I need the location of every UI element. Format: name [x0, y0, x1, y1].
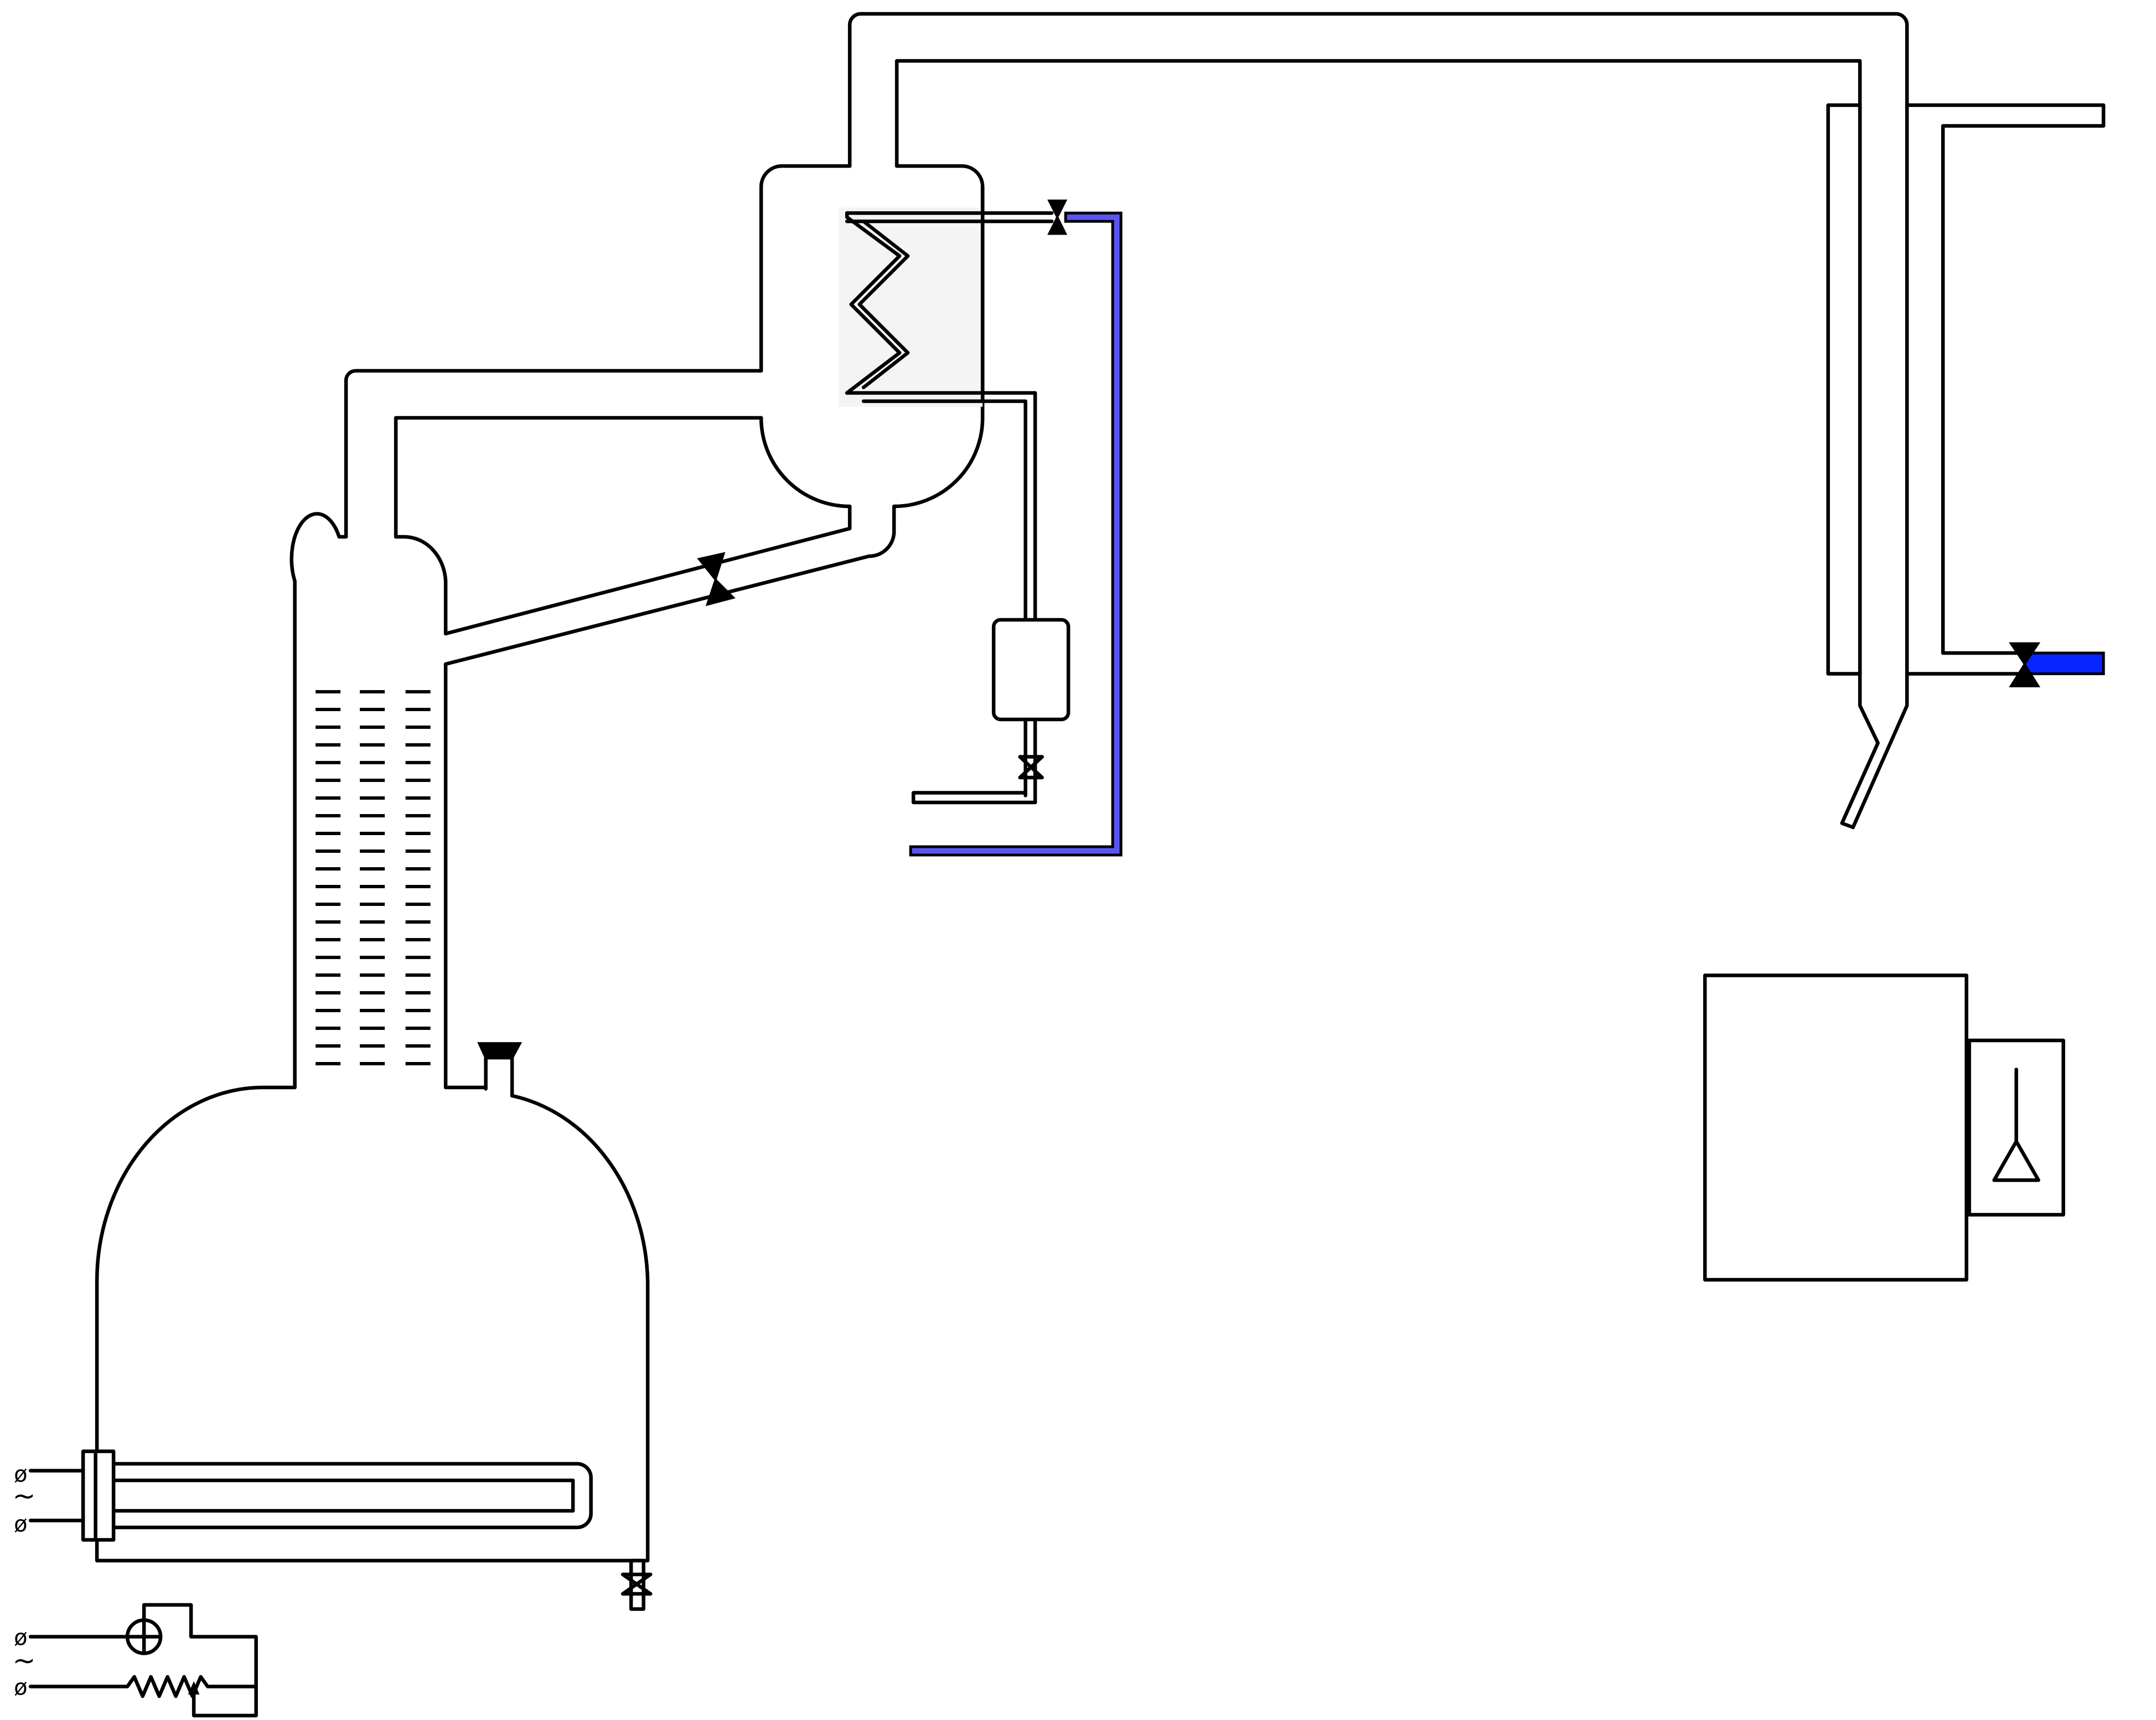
cooling-water-supply	[2023, 651, 2105, 676]
heater-terminal-2: ø	[14, 1512, 27, 1537]
regulator-terminal-ac: ~	[13, 1645, 36, 1677]
drain-valve[interactable]	[621, 1558, 653, 1611]
cooling-water-valve[interactable]	[2009, 642, 2041, 687]
coil	[845, 211, 1054, 622]
collection-tank	[1703, 973, 1968, 1282]
regulator-terminals: ø ~ ø	[13, 1625, 36, 1701]
safety-valve[interactable]	[477, 1042, 523, 1098]
distillate-receiver	[991, 618, 1071, 722]
heater-terminal-ac: ~	[13, 1480, 36, 1512]
outlet-valve[interactable]	[911, 717, 1044, 805]
product-condenser	[1826, 103, 2106, 676]
cooling-water-return	[909, 199, 1123, 857]
power-regulator[interactable]	[28, 1603, 258, 1718]
column-packing	[316, 690, 431, 1066]
vapor-line	[847, 12, 1909, 830]
boiler	[95, 1085, 650, 1563]
dephlegmator	[759, 164, 985, 509]
rectification-column	[289, 512, 448, 1090]
column-vapor-line	[344, 369, 763, 539]
heater-terminals: ø ~ ø	[13, 1462, 36, 1537]
reflux-valve[interactable]	[697, 552, 736, 607]
alcoholmeter	[1967, 1038, 2065, 1217]
regulator-terminal-2: ø	[14, 1675, 27, 1701]
heater-terminal-1: ø	[14, 1462, 27, 1488]
regulator-terminal-1: ø	[14, 1625, 27, 1651]
heating-element	[28, 1449, 593, 1542]
reflux-line	[443, 504, 896, 666]
